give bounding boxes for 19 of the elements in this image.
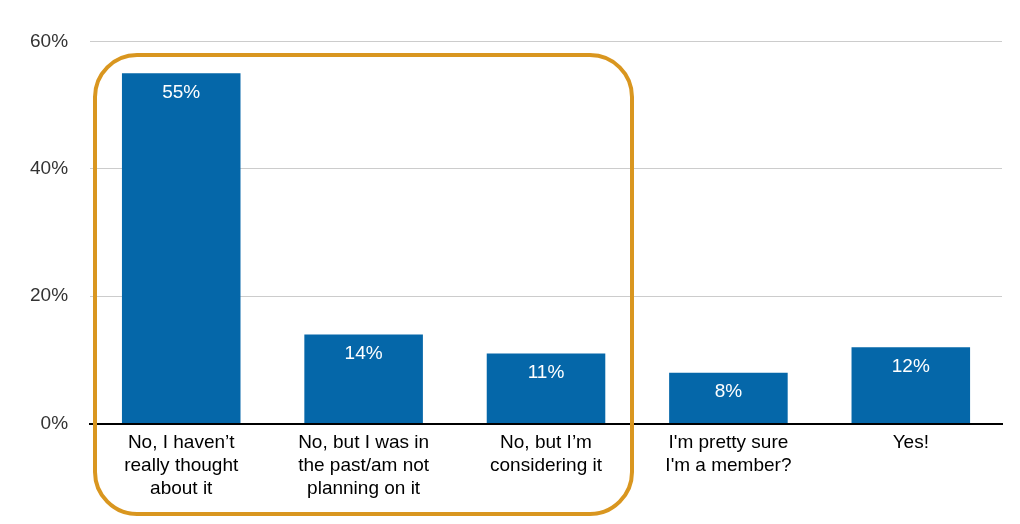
- y-tick-label: 40%: [30, 157, 69, 179]
- y-tick-label: 0%: [40, 411, 69, 433]
- bar: [851, 347, 971, 424]
- bar: [121, 73, 241, 424]
- data-label: 8%: [714, 380, 743, 402]
- bar: [669, 372, 788, 424]
- data-label: 11%: [527, 361, 565, 383]
- y-tick-label: 60%: [30, 29, 69, 51]
- data-label: 55%: [162, 80, 201, 102]
- x-tick-label: Yes!: [892, 431, 929, 453]
- x-tick-label: No, but I was in the past/am not planning on it: [298, 431, 430, 498]
- x-tick-label: I'm pretty sure I'm a member?: [665, 431, 792, 476]
- bar: [486, 353, 606, 424]
- x-tick-label: No, I haven’t really thought about it: [124, 431, 239, 498]
- y-tick-label: 20%: [30, 284, 69, 306]
- data-label: 12%: [891, 354, 930, 376]
- bar: [304, 334, 423, 424]
- x-tick-label: No, but I’m considering it: [490, 431, 603, 476]
- data-label: 14%: [344, 342, 383, 364]
